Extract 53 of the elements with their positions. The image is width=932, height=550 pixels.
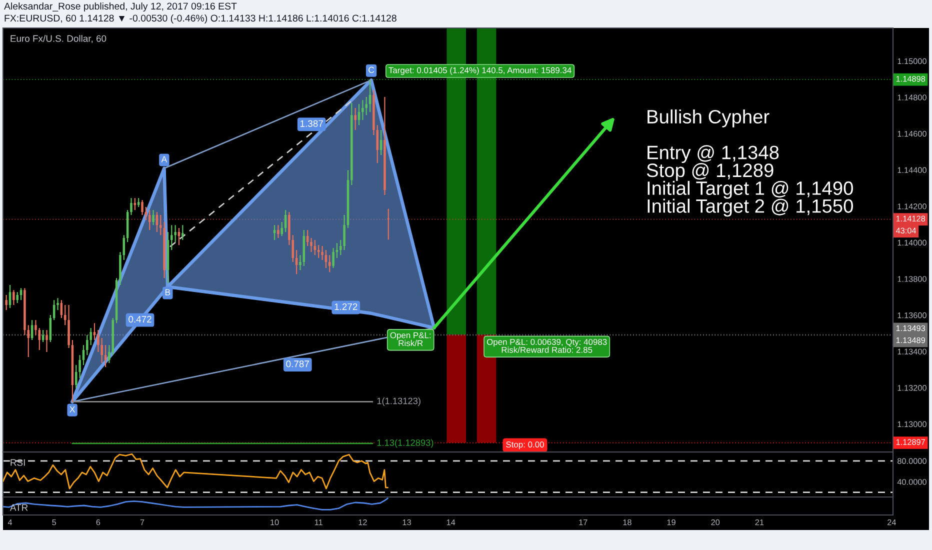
annotation: Bullish Cypher Entry @ 1,1348 Stop @ 1,1289 Initial Target 1 @ 1,1490 Initial Target 2 @ 1,1550	[646, 109, 853, 217]
y-tick-label: 1.13000	[898, 421, 926, 428]
x-tick-label: 24	[888, 519, 896, 526]
x-tick-label: 11	[314, 519, 322, 526]
x-tick-label: 10	[270, 519, 279, 526]
x-tick-label: 6	[96, 519, 100, 526]
text: RSI	[10, 459, 25, 466]
annotation: 1.13(1.12893)	[377, 439, 434, 448]
annotation: B	[165, 289, 170, 296]
ref-line-label: 1.13489	[896, 337, 926, 344]
x-tick-label: 7	[140, 519, 144, 526]
text: FX:EURUSD, 60 1.14128 ▼ -0.00530 (-0.46%) O:1.14133 H:1.14186 L:1.14016 C:1.14128	[4, 14, 396, 24]
x-tick-label: 17	[579, 519, 588, 526]
annotation: Open P&L: 0.00639, Qty: 40983 Risk/Reward Ratio: 2.85	[486, 338, 607, 353]
annotation: 0.787	[286, 360, 309, 368]
y-tick-label: 1.14800	[898, 94, 926, 100]
y-tick-label: 1.15000	[898, 58, 926, 64]
ref-line-label: 1.13493	[896, 325, 926, 332]
x-tick-label: 5	[52, 519, 56, 526]
y-tick-label: 1.13800	[898, 276, 926, 282]
x-tick-label: 4	[8, 519, 12, 526]
x-tick-label: 19	[667, 519, 676, 526]
y-tick-label: 40.0000	[897, 479, 926, 485]
y-tick-label: 1.13200	[898, 384, 926, 391]
chart-title: ATR	[10, 504, 28, 511]
x-tick-label: 21	[755, 519, 764, 526]
x-tick-label: 13	[402, 519, 411, 526]
y-tick-label: 80.0000	[898, 458, 926, 464]
y-tick-label: 1.13400	[898, 348, 926, 354]
text: Aleksandar_Rose published, July 12, 2017 09:16 EST	[4, 2, 237, 12]
x-tick-label: 14	[446, 519, 456, 526]
y-tick-label: 1.14000	[898, 240, 926, 246]
annotation: 1(1.13123)	[377, 397, 420, 406]
annotation: 1.272	[334, 303, 358, 310]
x-tick-label: 18	[623, 519, 632, 526]
ref-line-label: 1.14128 43:04	[896, 216, 926, 234]
annotation: Stop: 0.00	[506, 441, 544, 450]
annotation: X	[70, 406, 76, 412]
ref-line-label: 1.14898	[896, 76, 926, 82]
y-tick-label: 1.14200	[898, 203, 926, 210]
annotation: 0.472	[128, 316, 152, 323]
x-tick-label: 20	[711, 519, 720, 526]
y-tick-label: 1.13600	[898, 312, 926, 318]
annotation: Open P&L: Risk/R	[390, 332, 431, 346]
annotation: C	[368, 66, 374, 74]
x-tick-label: 12	[358, 519, 367, 526]
annotation: A	[161, 156, 168, 162]
y-tick-label: 1.14400	[898, 167, 926, 173]
annotation: Target: 0.01405 (1.24%) 140.5, Amount: 1589.34	[388, 67, 572, 75]
text: Euro Fx/U.S. Dollar, 60	[10, 34, 106, 43]
ref-line-label: 1.12897	[896, 439, 925, 445]
annotation: 1.387	[300, 120, 323, 127]
y-tick-label: 1.14600	[898, 130, 926, 137]
